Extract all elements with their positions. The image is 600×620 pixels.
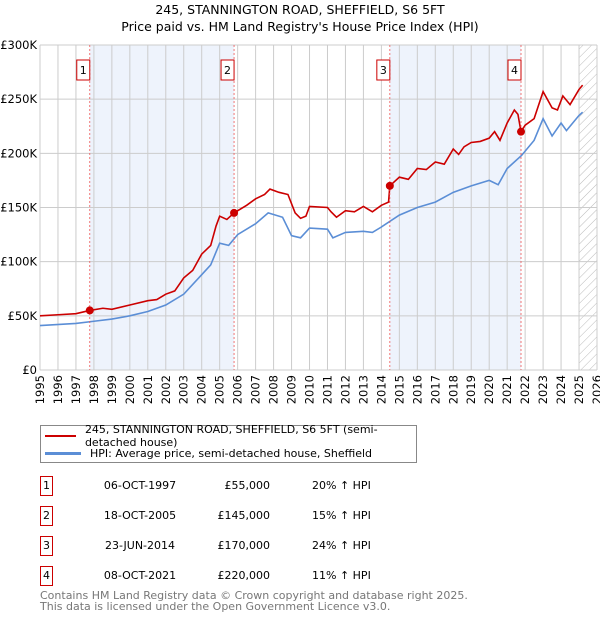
transaction-price: £220,000 xyxy=(217,569,271,582)
x-tick-label: 1995 xyxy=(33,375,47,404)
x-tick-label: 2010 xyxy=(303,375,317,404)
x-tick-label: 2023 xyxy=(536,375,550,404)
x-tick-label: 2022 xyxy=(518,375,532,404)
x-tick-label: 2006 xyxy=(231,375,245,404)
x-tick-label: 2015 xyxy=(392,375,406,404)
price-chart: 1 2 3 4 1995 1996 1997 1998 1999 2000 2001 2002 2003… xyxy=(0,38,600,404)
sale-label-box xyxy=(76,59,91,81)
transaction-row: 3 23-JUN-2014 £170,000 24% ↑ HPI xyxy=(40,536,440,556)
y-tick-label: £50K xyxy=(8,309,38,323)
x-tick-label: 2017 xyxy=(428,375,442,404)
x-tick-label: 2008 xyxy=(267,375,281,404)
sale-point xyxy=(516,127,525,136)
y-tick-label: £200K xyxy=(0,146,37,160)
y-tick-label: £300K xyxy=(0,38,37,52)
x-tick-label: 2013 xyxy=(356,375,370,404)
transaction-marker: 2 xyxy=(40,506,53,526)
x-tick-label: 2011 xyxy=(320,375,334,404)
x-tick-label: 2025 xyxy=(572,375,586,404)
x-tick-label: 2021 xyxy=(500,375,514,404)
legend-swatch-hpi xyxy=(45,451,81,455)
sale-label-box xyxy=(507,59,522,81)
x-tick-label: 2014 xyxy=(374,375,388,404)
y-tick-label: £100K xyxy=(0,255,37,269)
transaction-hpi: 24% ↑ HPI xyxy=(312,539,371,552)
transaction-date: 18-OCT-2005 xyxy=(103,509,177,522)
sale-label: 2 xyxy=(224,64,231,77)
x-tick-label: 2001 xyxy=(141,375,155,404)
transaction-row: 1 06-OCT-1997 £55,000 20% ↑ HPI xyxy=(40,476,440,496)
transaction-price: £145,000 xyxy=(217,509,271,522)
y-tick-label: £150K xyxy=(0,201,37,215)
hpi-line xyxy=(39,111,584,327)
transaction-date: 23-JUN-2014 xyxy=(104,539,176,552)
x-tick-label: 2024 xyxy=(554,375,568,404)
x-tick-label: 2000 xyxy=(123,375,137,404)
x-tick-label: 2026 xyxy=(590,375,600,404)
sale-label-box xyxy=(220,59,235,81)
sale-label: 3 xyxy=(380,64,387,77)
y-tick-label: £0 xyxy=(22,363,37,377)
x-tick-label: 1996 xyxy=(51,375,65,404)
transaction-hpi: 20% ↑ HPI xyxy=(312,479,371,492)
chart-subtitle: Price paid vs. HM Land Registry's House … xyxy=(121,19,479,34)
transaction-hpi: 11% ↑ HPI xyxy=(312,569,371,582)
sale-point xyxy=(230,208,239,217)
x-tick-label: 1999 xyxy=(105,375,119,404)
transaction-hpi: 15% ↑ HPI xyxy=(312,509,371,522)
x-tick-label: 2012 xyxy=(338,375,352,404)
transaction-price: £170,000 xyxy=(217,539,271,552)
sale-point xyxy=(85,306,94,315)
footer-licence: This data is licensed under the Open Gov… xyxy=(40,600,391,613)
transaction-marker: 3 xyxy=(40,536,53,556)
x-tick-label: 2018 xyxy=(446,375,460,404)
property-price-line xyxy=(39,84,584,317)
sale-label: 1 xyxy=(80,64,87,77)
y-tick-label: £250K xyxy=(0,92,37,106)
sale-point xyxy=(385,181,394,190)
transaction-row: 4 08-OCT-2021 £220,000 11% ↑ HPI xyxy=(40,566,440,586)
x-tick-label: 2009 xyxy=(285,375,299,404)
x-tick-label: 1998 xyxy=(87,375,101,404)
x-tick-label: 2002 xyxy=(159,375,173,404)
footer-copyright: Contains HM Land Registry data © Crown c… xyxy=(40,589,468,602)
transaction-date: 06-OCT-1997 xyxy=(103,479,177,492)
legend-property-label: 245, STANNINGTON ROAD, SHEFFIELD, S6 5FT… xyxy=(84,423,378,449)
legend-swatch-property xyxy=(45,435,76,437)
x-tick-label: 2016 xyxy=(410,375,424,404)
x-tick-label: 2019 xyxy=(464,375,478,404)
x-tick-label: 2007 xyxy=(249,375,263,404)
x-tick-label: 2003 xyxy=(177,375,191,404)
transaction-date: 08-OCT-2021 xyxy=(103,569,177,582)
x-tick-label: 2020 xyxy=(482,375,496,404)
chart-title: 245, STANNINGTON ROAD, SHEFFIELD, S6 5FT xyxy=(155,2,445,17)
sale-label-box xyxy=(376,59,391,81)
transaction-marker: 1 xyxy=(40,476,53,496)
sale-label: 4 xyxy=(511,64,518,77)
x-tick-label: 2004 xyxy=(195,375,209,404)
legend-hpi-label: HPI: Average price, semi-detached house,… xyxy=(90,446,373,460)
chart-legend: 245, STANNINGTON ROAD, SHEFFIELD, S6 5FT… xyxy=(40,423,417,463)
x-tick-label: 2005 xyxy=(213,375,227,404)
transaction-marker: 4 xyxy=(40,566,53,586)
x-tick-label: 1997 xyxy=(69,375,83,404)
transaction-price: £55,000 xyxy=(224,479,271,492)
transaction-row: 2 18-OCT-2005 £145,000 15% ↑ HPI xyxy=(40,506,440,526)
